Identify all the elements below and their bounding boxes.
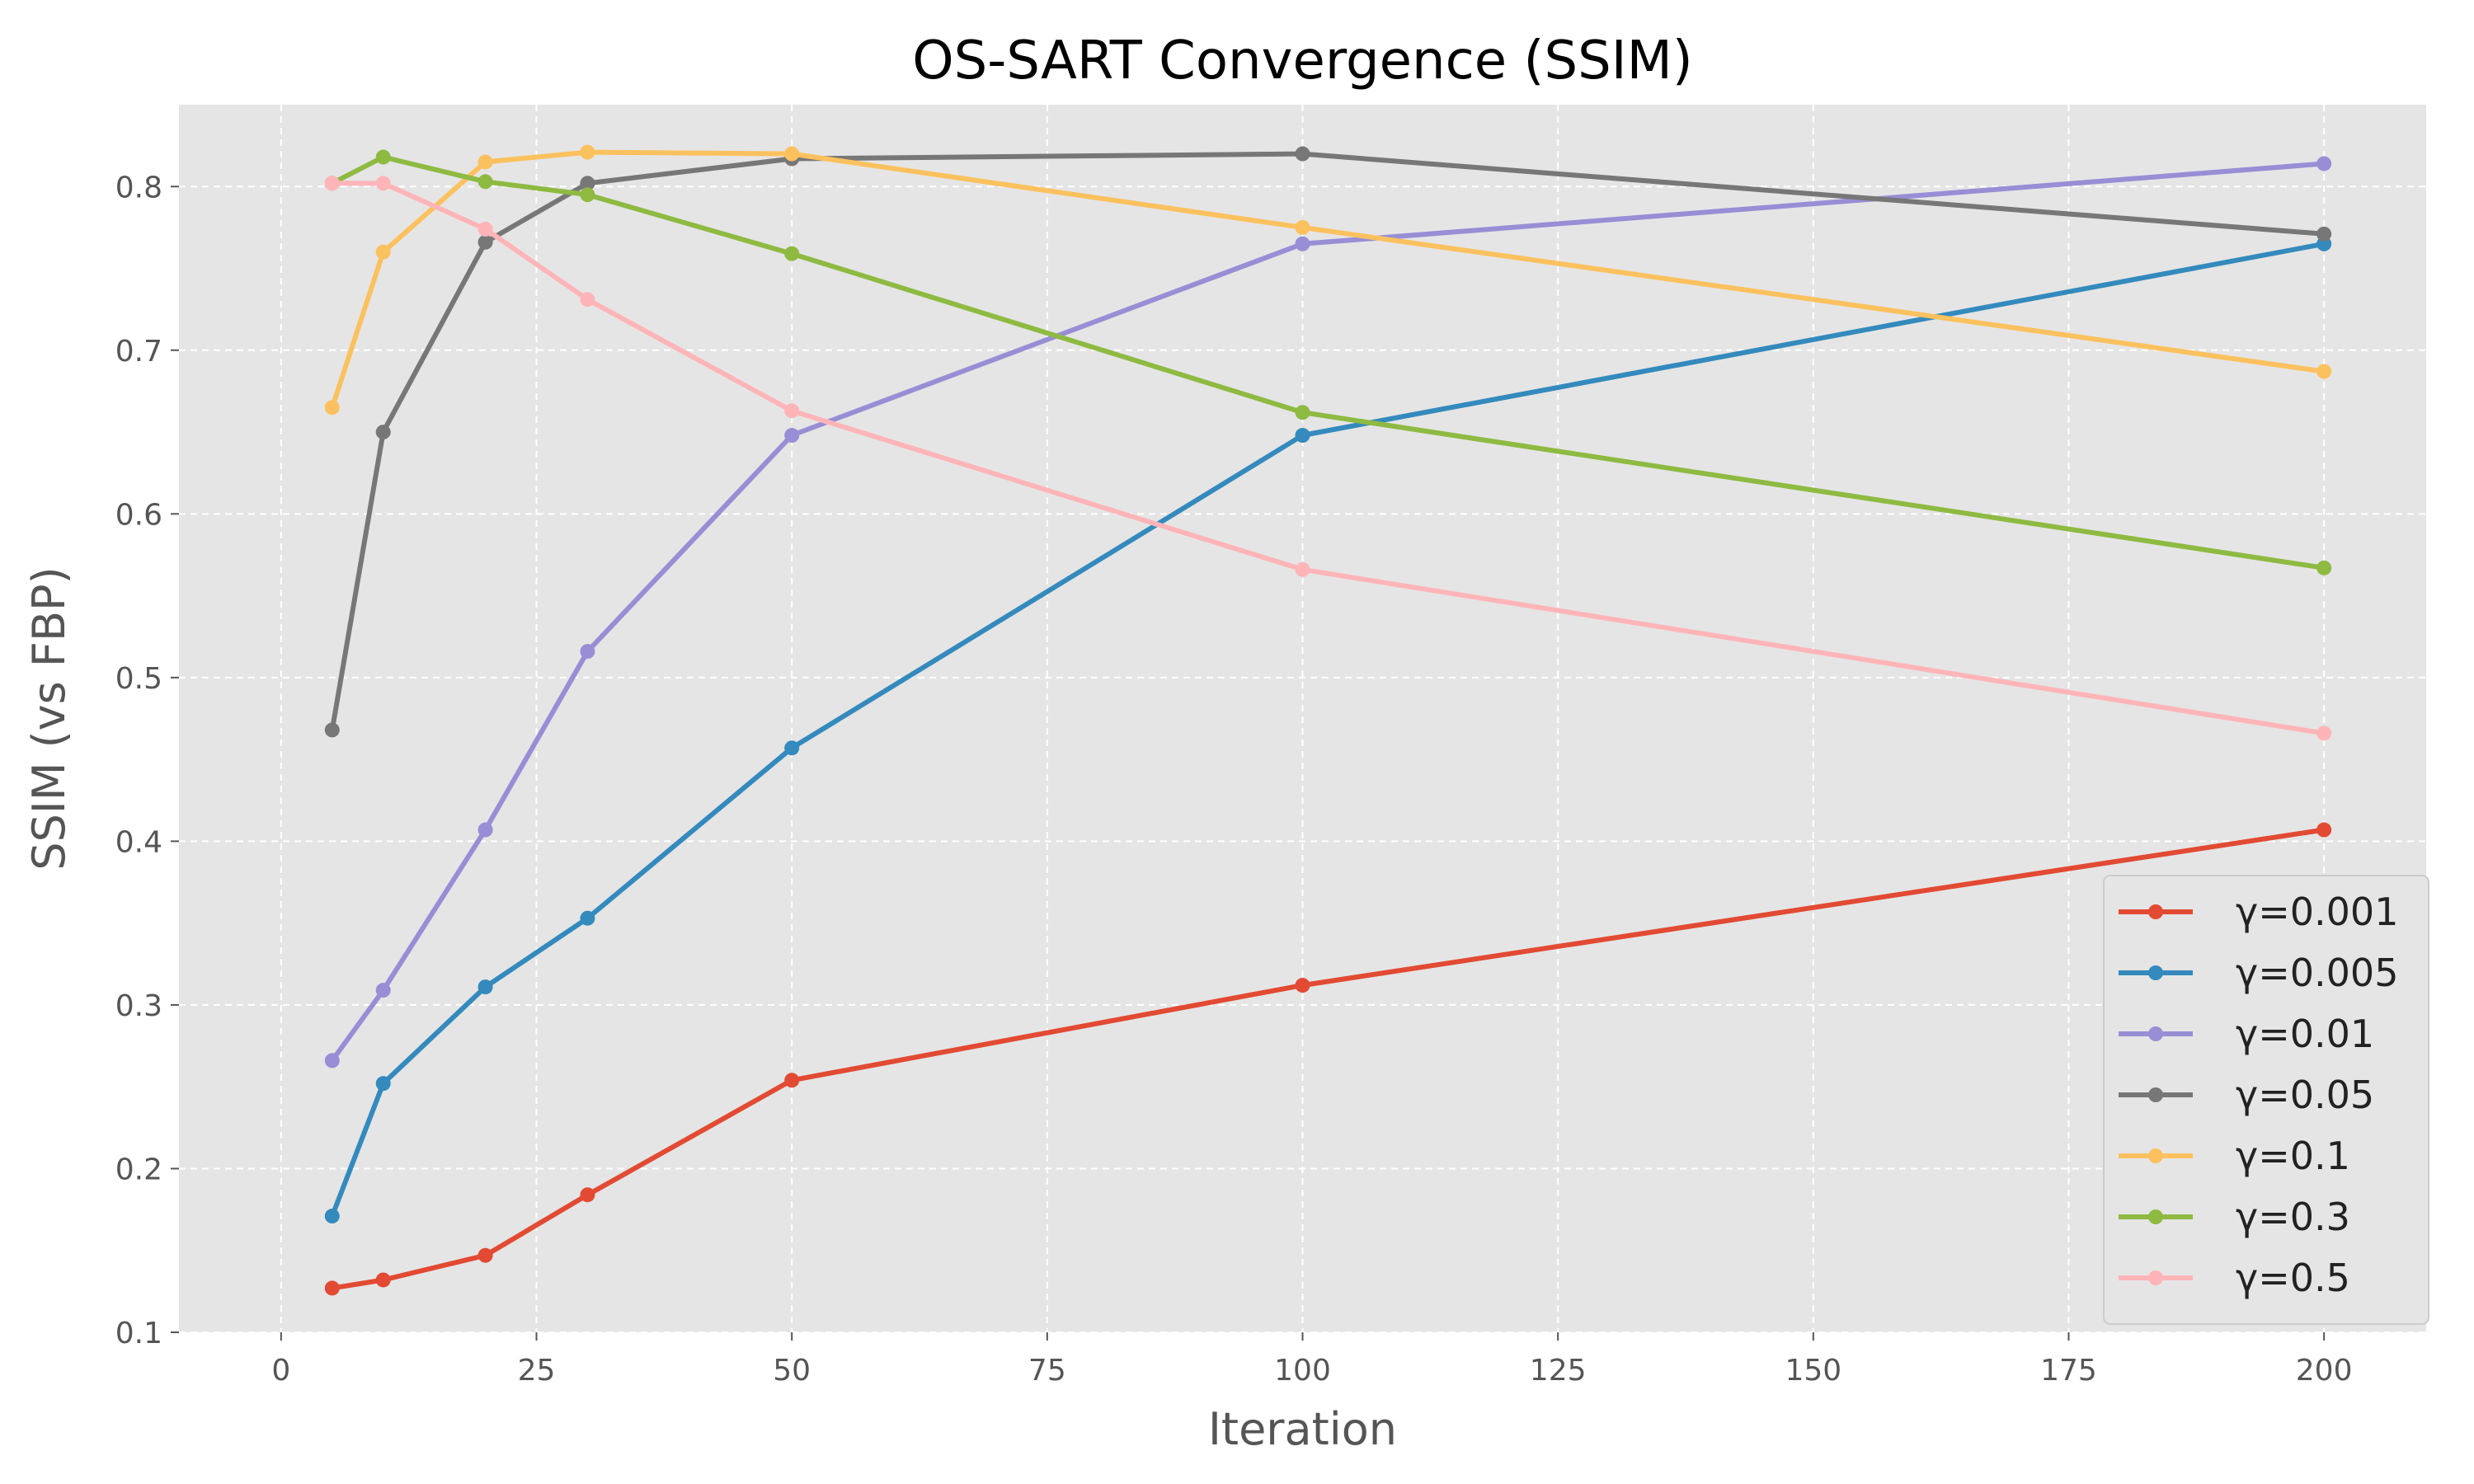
data-point (1295, 561, 1310, 577)
series-5 (324, 149, 2332, 575)
x-axis-title: Iteration (1208, 1403, 1397, 1455)
data-point (1295, 405, 1310, 420)
data-point (375, 425, 391, 440)
legend-item: γ=0.001 (2119, 890, 2398, 934)
data-point (784, 246, 800, 261)
legend-item: γ=0.005 (2119, 951, 2398, 995)
data-point (1295, 428, 1310, 444)
data-point (477, 1247, 493, 1263)
x-tick-label: 25 (518, 1354, 556, 1388)
data-point (477, 154, 493, 170)
legend-item: γ=0.05 (2119, 1073, 2374, 1117)
data-point (2316, 822, 2332, 838)
data-point (580, 644, 595, 660)
legend-label: γ=0.1 (2236, 1134, 2350, 1178)
legend: γ=0.001 γ=0.005 γ=0.01 γ=0.05 γ=0.1 γ=0.3 γ=0.… (2103, 875, 2429, 1325)
legend-marker (2148, 1026, 2163, 1041)
data-point (784, 1073, 800, 1088)
data-point (324, 400, 340, 416)
data-point (324, 1280, 340, 1296)
data-point (375, 149, 391, 165)
x-tick-label: 0 (271, 1354, 290, 1388)
data-point (1295, 146, 1310, 162)
legend-label: γ=0.5 (2236, 1256, 2350, 1300)
y-tick-label: 0.5 (115, 662, 162, 696)
data-point (580, 144, 595, 160)
data-point (324, 1053, 340, 1068)
legend-label: γ=0.001 (2236, 890, 2398, 934)
data-point (2316, 560, 2332, 575)
x-tick-label: 100 (1274, 1354, 1331, 1388)
data-point (580, 292, 595, 308)
y-tick-label: 0.4 (115, 825, 162, 859)
data-point (477, 979, 493, 995)
data-point (375, 176, 391, 191)
x-tick-label: 175 (2040, 1354, 2097, 1388)
data-point (784, 146, 800, 162)
data-point (375, 1272, 391, 1288)
series-1 (324, 236, 2332, 1224)
data-point (477, 234, 493, 250)
data-point (375, 1076, 391, 1092)
data-point (324, 722, 340, 738)
legend-marker (2148, 904, 2163, 919)
data-point (2316, 156, 2332, 171)
data-point (2316, 726, 2332, 741)
data-point (2316, 226, 2332, 242)
data-point (375, 983, 391, 998)
x-tick-label: 75 (1028, 1354, 1066, 1388)
data-point (477, 822, 493, 838)
data-point (784, 740, 800, 756)
legend-label: γ=0.05 (2236, 1073, 2374, 1117)
y-tick-label: 0.2 (115, 1153, 162, 1186)
data-point (784, 403, 800, 419)
legend-marker (2148, 1148, 2163, 1163)
legend-item: γ=0.01 (2119, 1012, 2374, 1056)
data-point (784, 428, 800, 444)
legend-marker (2148, 965, 2163, 980)
data-point (580, 910, 595, 926)
legend-item: γ=0.3 (2119, 1195, 2350, 1239)
legend-marker (2148, 1209, 2163, 1224)
axis-ticks: 0 25 50 75 100 125 150 175 200 0.1 0.2 0.3 0.4 0.5 0.6… (115, 171, 2353, 1388)
chart-title: OS-SART Convergence (SSIM) (912, 31, 1693, 92)
data-point (1295, 978, 1310, 993)
data-point (1295, 236, 1310, 251)
legend-marker (2148, 1270, 2163, 1285)
y-tick-label: 0.1 (115, 1317, 162, 1350)
series-6 (324, 176, 2332, 741)
x-tick-label: 125 (1530, 1354, 1587, 1388)
data-point (580, 176, 595, 191)
data-point (324, 176, 340, 191)
data-point (580, 187, 595, 203)
series-layer (324, 144, 2332, 1296)
data-point (477, 174, 493, 190)
y-tick-label: 0.8 (115, 171, 162, 204)
series-4 (324, 144, 2332, 416)
data-point (375, 244, 391, 260)
x-tick-label: 150 (1785, 1354, 1841, 1388)
data-point (324, 1209, 340, 1224)
x-tick-label: 50 (773, 1354, 811, 1388)
data-point (580, 1187, 595, 1203)
y-tick-label: 0.7 (115, 335, 162, 369)
legend-item: γ=0.1 (2119, 1134, 2350, 1178)
legend-box (2103, 875, 2429, 1325)
data-point (1295, 219, 1310, 235)
legend-label: γ=0.005 (2236, 951, 2398, 995)
series-2 (324, 156, 2332, 1068)
y-axis-title: SSIM (vs FBP) (23, 566, 75, 870)
legend-label: γ=0.3 (2236, 1195, 2350, 1239)
legend-item: γ=0.5 (2119, 1256, 2350, 1300)
y-tick-label: 0.3 (115, 989, 162, 1023)
y-tick-label: 0.6 (115, 498, 162, 532)
data-point (477, 221, 493, 237)
data-point (2316, 364, 2332, 379)
x-tick-label: 200 (2296, 1354, 2353, 1388)
series-0 (324, 822, 2332, 1296)
legend-label: γ=0.01 (2236, 1012, 2374, 1056)
legend-marker (2148, 1087, 2163, 1102)
